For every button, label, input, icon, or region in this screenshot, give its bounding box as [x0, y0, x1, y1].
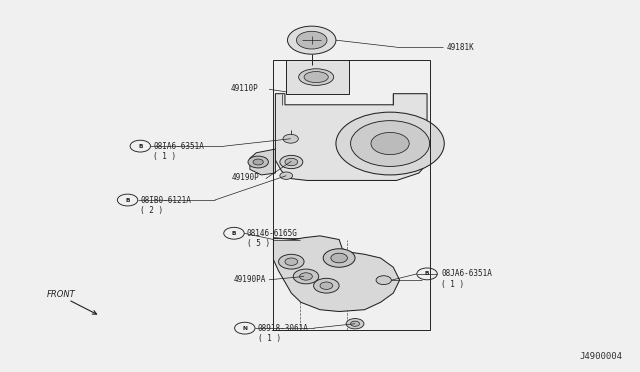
Circle shape [346, 318, 364, 329]
Text: ( 1 ): ( 1 ) [257, 334, 281, 343]
Circle shape [280, 155, 303, 169]
Text: 49190PA: 49190PA [234, 275, 266, 283]
Text: B: B [425, 272, 429, 276]
Bar [273, 61, 430, 330]
Text: 08146-6165G: 08146-6165G [246, 229, 298, 238]
Text: ( 1 ): ( 1 ) [441, 280, 464, 289]
Text: 49190P: 49190P [232, 173, 260, 182]
Polygon shape [275, 94, 427, 180]
Text: 08IB0-6121A: 08IB0-6121A [140, 196, 191, 205]
Text: 49181K: 49181K [446, 43, 474, 52]
Circle shape [285, 258, 298, 265]
Ellipse shape [299, 69, 333, 86]
Circle shape [293, 269, 319, 284]
Circle shape [296, 31, 327, 49]
Text: B: B [125, 198, 130, 202]
Polygon shape [250, 149, 275, 175]
Circle shape [371, 132, 409, 155]
Text: 08IA6-6351A: 08IA6-6351A [153, 142, 204, 151]
Circle shape [248, 156, 268, 168]
Text: FRONT: FRONT [47, 290, 76, 299]
Text: B: B [232, 231, 236, 236]
Text: J4900004: J4900004 [580, 352, 623, 361]
Text: 08918-3061A: 08918-3061A [257, 324, 308, 333]
Circle shape [336, 112, 444, 175]
Text: B: B [138, 144, 143, 149]
Circle shape [320, 282, 333, 289]
Text: 08JA6-6351A: 08JA6-6351A [441, 269, 492, 278]
Circle shape [376, 276, 392, 285]
Circle shape [283, 134, 298, 143]
Circle shape [280, 172, 292, 179]
Polygon shape [273, 236, 399, 311]
Circle shape [287, 26, 336, 54]
Circle shape [314, 278, 339, 293]
Polygon shape [286, 61, 349, 94]
Circle shape [323, 249, 355, 267]
Text: 49110P: 49110P [231, 84, 259, 93]
Circle shape [351, 321, 360, 326]
Circle shape [285, 158, 298, 166]
Text: ( 5 ): ( 5 ) [246, 239, 270, 248]
Circle shape [331, 253, 348, 263]
Text: ( 2 ): ( 2 ) [140, 206, 163, 215]
Circle shape [300, 273, 312, 280]
Ellipse shape [304, 71, 328, 83]
Text: ( 1 ): ( 1 ) [153, 152, 176, 161]
Text: N: N [243, 326, 247, 331]
Circle shape [278, 254, 304, 269]
Circle shape [253, 159, 263, 165]
Circle shape [351, 121, 429, 166]
